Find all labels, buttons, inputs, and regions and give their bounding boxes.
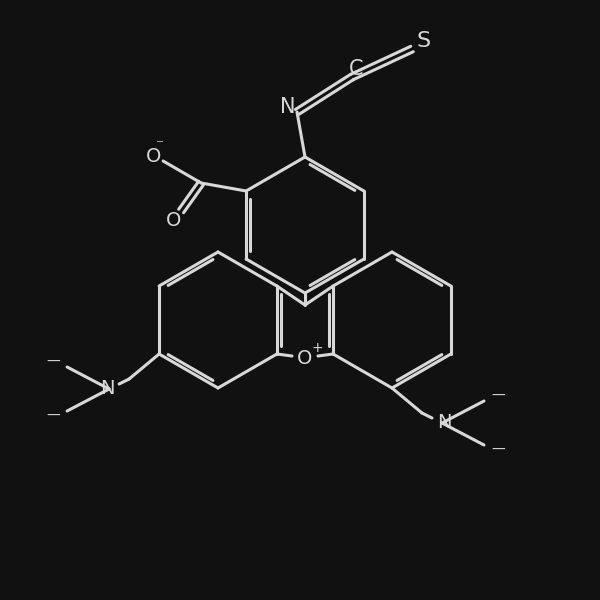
Text: —: — [46,355,60,369]
Text: C: C [349,59,363,79]
Text: N: N [100,379,115,398]
Text: N: N [280,97,296,117]
Text: S: S [417,31,431,51]
Text: —: — [491,443,505,457]
Text: ⁻: ⁻ [156,137,164,152]
Text: —: — [491,389,505,403]
Text: O: O [145,146,161,166]
Text: O: O [166,211,181,230]
Text: N: N [437,413,451,433]
Text: —: — [46,409,60,423]
Text: +: + [311,341,323,355]
Text: O: O [298,349,313,368]
